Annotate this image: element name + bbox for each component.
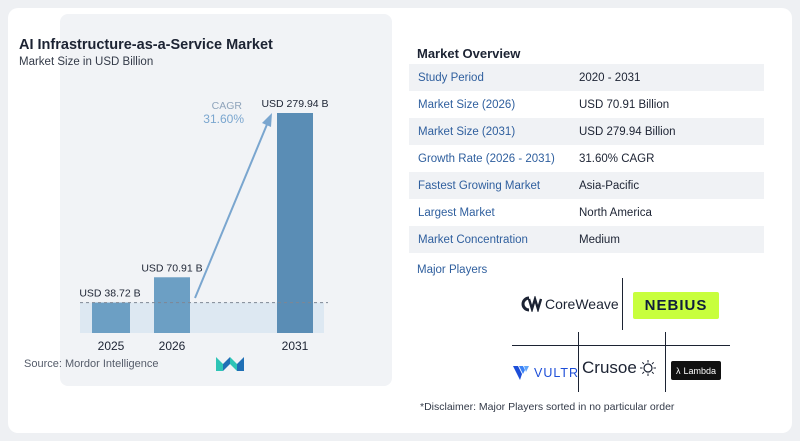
nebius-badge xyxy=(633,292,719,319)
overview-value: 31.60% CAGR xyxy=(579,152,655,165)
logo-grid-divider xyxy=(665,332,666,392)
logo-grid-divider xyxy=(512,345,730,346)
coreweave-mark-icon xyxy=(521,296,542,312)
overview-label: Market Concentration xyxy=(418,233,528,246)
vultr-wordmark: VULTR xyxy=(534,366,580,380)
overview-label: Fastest Growing Market xyxy=(418,179,541,192)
overview-label: Market Size (2026) xyxy=(418,98,516,111)
bar-chart: USD 38.72 B USD 70.91 B USD 279.94 B 2025 20… xyxy=(79,98,328,353)
overview-label: Study Period xyxy=(418,71,484,84)
overview-row: Market Size (2031) USD 279.94 Billion xyxy=(409,118,764,145)
coreweave-logo: CoreWeave xyxy=(520,296,619,312)
nebius-wordmark: NEBIUS xyxy=(644,297,708,314)
vultr-logo: VULTR xyxy=(513,366,579,380)
overview-row: Fastest Growing Market Asia-Pacific xyxy=(409,172,764,199)
lambda-wordmark: Lambda xyxy=(683,365,717,376)
overview-value: Asia-Pacific xyxy=(579,179,640,192)
x-tick-2031: 2031 xyxy=(282,339,309,353)
cagr-arrow-line xyxy=(194,121,269,299)
chart-subtitle: Market Size in USD Billion xyxy=(19,56,154,68)
overview-row: Market Size (2026) USD 70.91 Billion xyxy=(409,91,764,118)
vultr-mark-icon xyxy=(513,366,529,380)
major-players-label: Major Players xyxy=(417,264,488,276)
chart-title: AI Infrastructure-as-a-Service Market xyxy=(19,37,273,53)
bar-2026 xyxy=(154,277,190,333)
overview-row: Market Concentration Medium xyxy=(409,226,764,253)
overview-label: Market Size (2031) xyxy=(418,125,516,138)
lambda-badge xyxy=(671,361,721,380)
bar-2031 xyxy=(277,113,313,333)
overview-title: Market Overview xyxy=(417,46,521,61)
overview-row: Growth Rate (2026 - 2031) 31.60% CAGR xyxy=(409,145,764,172)
overview-value: USD 279.94 Billion xyxy=(579,125,676,138)
overview-row: Study Period 2020 - 2031 xyxy=(409,64,764,91)
lambda-logo: λ Lambda xyxy=(671,361,721,380)
coreweave-wordmark: CoreWeave xyxy=(545,296,619,312)
overview-value: 2020 - 2031 xyxy=(579,71,641,84)
value-label-2031: USD 279.94 B xyxy=(261,98,328,110)
cagr-value: 31.60% xyxy=(203,112,244,126)
source-text: Source: Mordor Intelligence xyxy=(24,358,159,370)
value-label-2026: USD 70.91 B xyxy=(141,262,202,274)
crusoe-sun-icon xyxy=(639,360,656,376)
crusoe-logo: Crusoe xyxy=(582,358,656,378)
overview-row: Largest Market North America xyxy=(409,199,764,226)
value-label-2025: USD 38.72 B xyxy=(79,288,140,300)
logo-grid-divider xyxy=(622,278,623,330)
bar-2025 xyxy=(92,302,130,333)
overview-label: Largest Market xyxy=(418,206,495,219)
nebius-logo: NEBIUS xyxy=(633,292,719,319)
x-tick-2025: 2025 xyxy=(98,339,125,353)
logo-grid-divider xyxy=(578,332,579,392)
overview-label: Growth Rate (2026 - 2031) xyxy=(418,152,555,165)
x-tick-2026: 2026 xyxy=(159,339,186,353)
disclaimer-text: *Disclaimer: Major Players sorted in no … xyxy=(420,401,675,413)
lambda-symbol-icon: λ xyxy=(675,365,681,376)
overview-value: USD 70.91 Billion xyxy=(579,98,670,111)
cagr-arrow-head xyxy=(262,113,272,127)
cagr-label: CAGR xyxy=(212,100,243,112)
overview-value: North America xyxy=(579,206,652,219)
overview-table: Study Period 2020 - 2031 Market Size (202… xyxy=(409,64,764,253)
overview-value: Medium xyxy=(579,233,620,246)
mordor-logo-icon xyxy=(216,357,244,371)
crusoe-wordmark: Crusoe xyxy=(582,358,637,377)
